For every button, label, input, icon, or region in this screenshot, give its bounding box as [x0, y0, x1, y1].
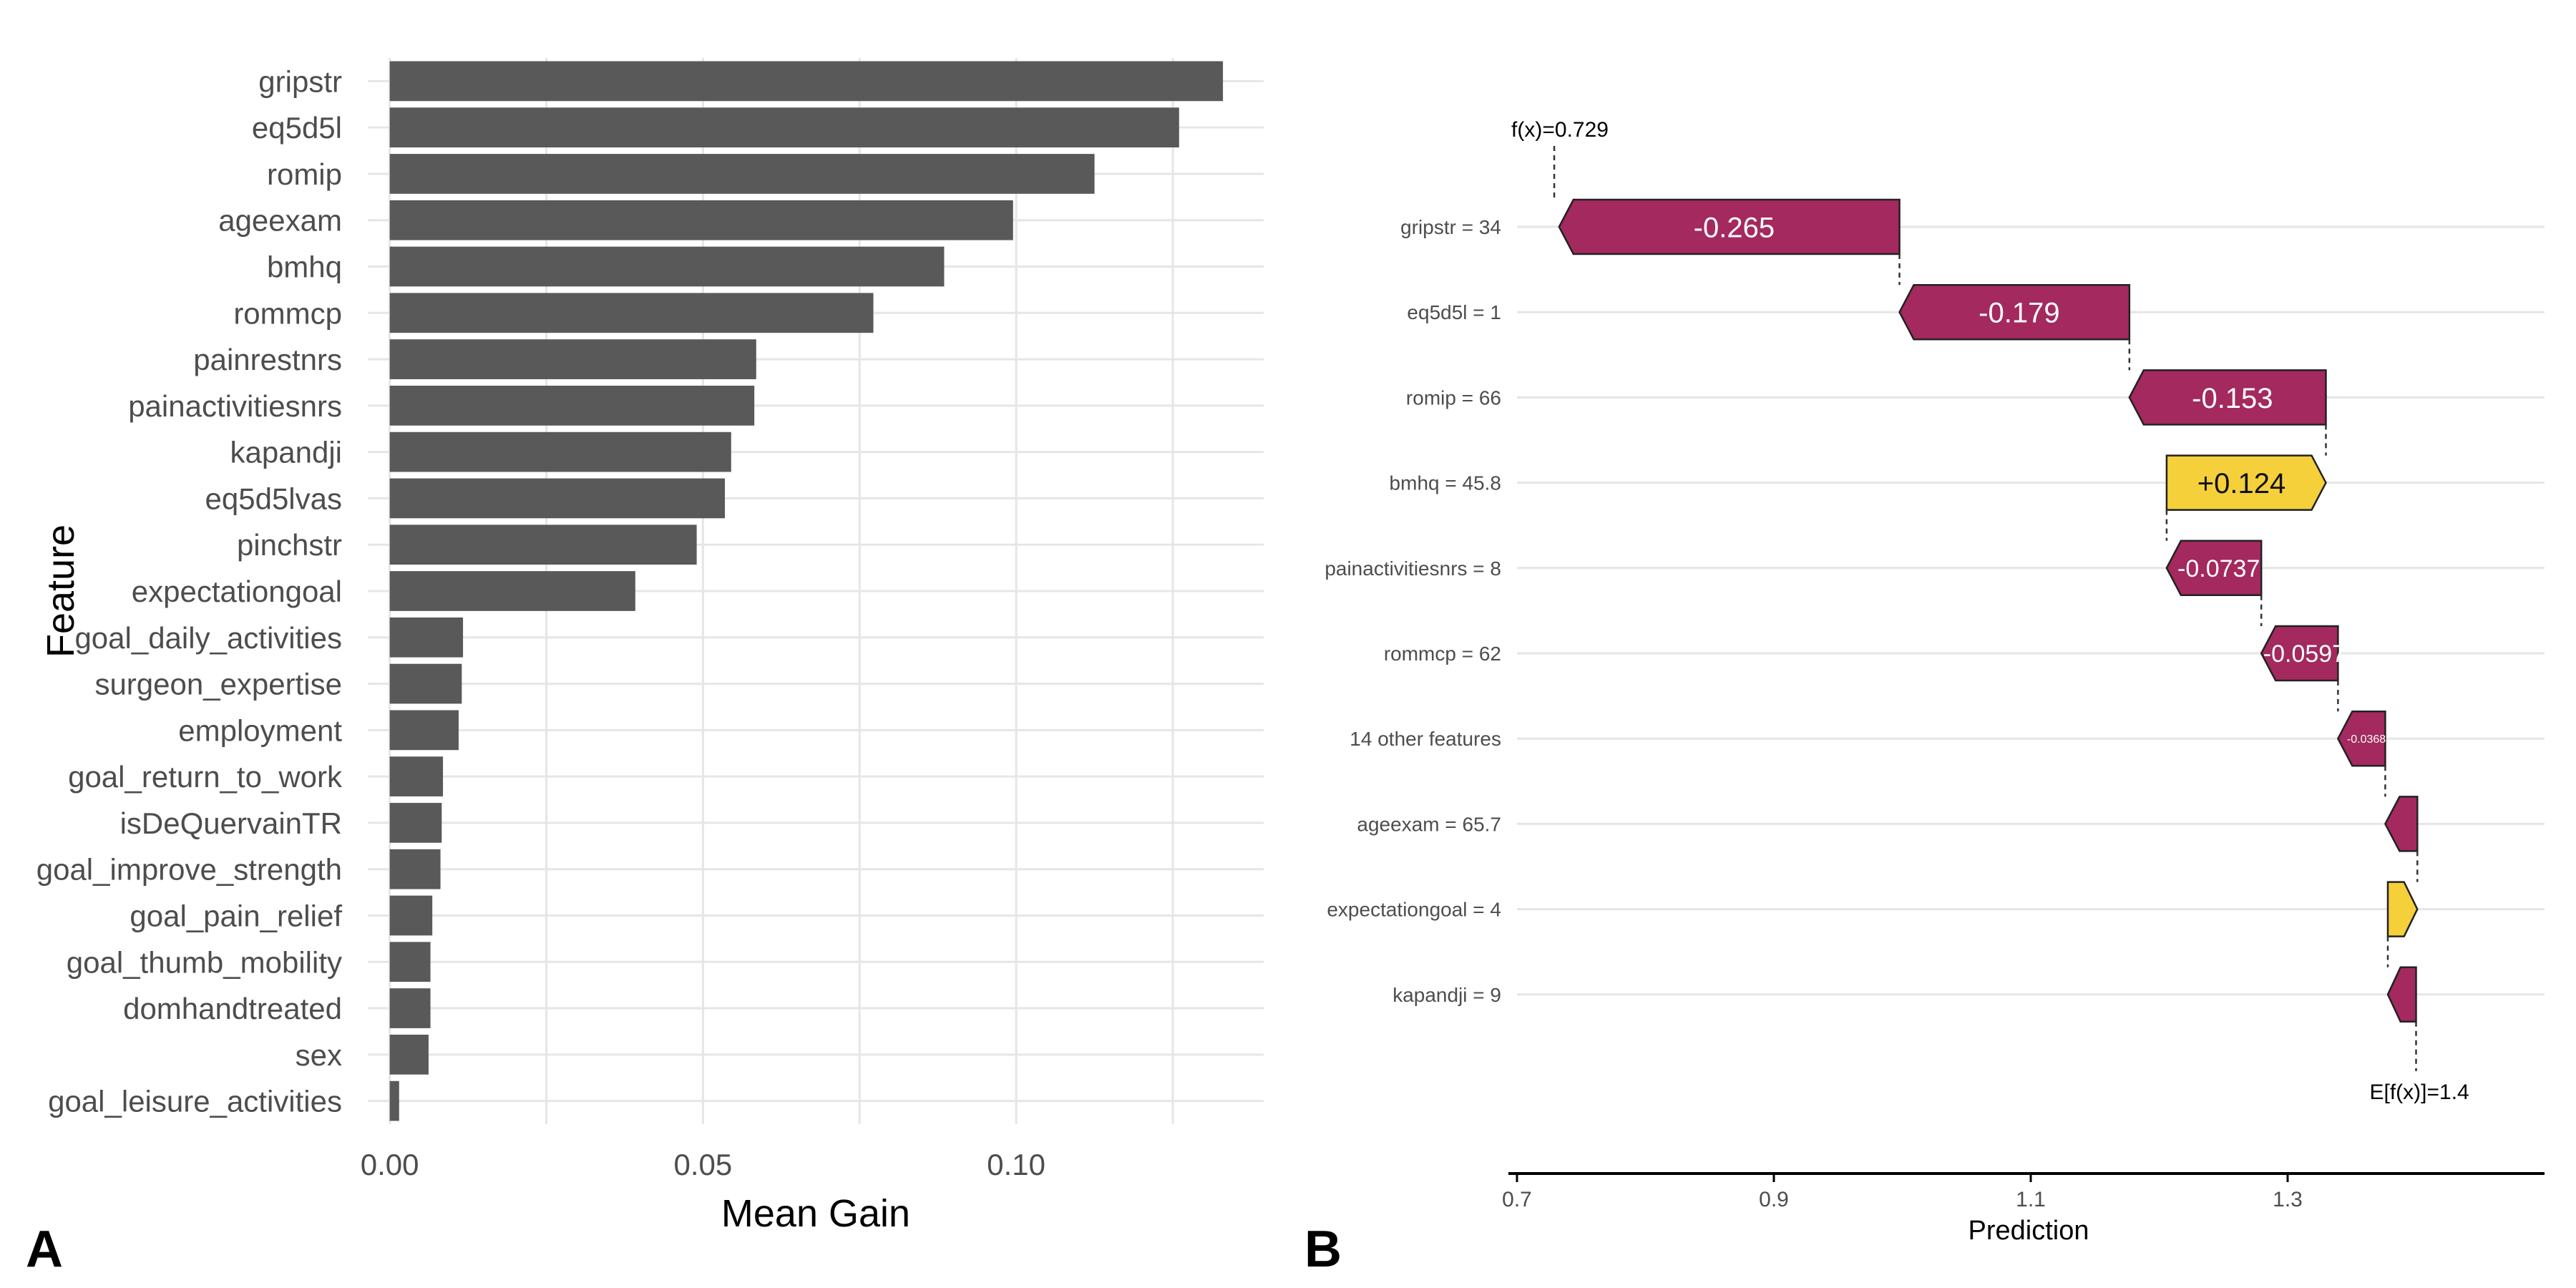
waterfall-bar [2165, 540, 2263, 597]
x-tick-label: 1.3 [2273, 1188, 2303, 1211]
bar-gripstr [389, 61, 1224, 102]
y-tick-label: eq5d5lvas [205, 482, 342, 515]
y-tick-label: pinchstr [237, 528, 342, 562]
bar-goal_improve_strength [389, 849, 441, 889]
y-tick-label: sex [296, 1038, 342, 1072]
y-tick-label: surgeon_expertise [94, 668, 342, 701]
bar-employment [389, 710, 459, 751]
waterfall-value-label: -0.153 [2192, 383, 2273, 414]
bar-eq5d5l [389, 107, 1179, 148]
y-tick-label: goal_daily_activities [74, 621, 342, 655]
efx-label: E[f(x)]=1.4 [2370, 1080, 2469, 1104]
waterfall-row-label: eq5d5l = 1 [1407, 301, 1501, 323]
y-tick-label: domhandtreated [123, 992, 342, 1025]
waterfall-value-label: -0.0737 [2177, 555, 2260, 582]
x-tick-label: 0.10 [987, 1148, 1045, 1181]
x-tick-label: 0.7 [1502, 1188, 1532, 1211]
waterfall-bar [1558, 198, 1901, 255]
waterfall-value-label: +0.124 [2197, 468, 2285, 499]
y-tick-label: eq5d5l [252, 111, 342, 145]
bar-bmhq [389, 246, 945, 287]
bar-goal_return_to_work [389, 756, 444, 796]
bar-ageexam [389, 200, 1013, 240]
waterfall-bar [2128, 369, 2327, 426]
waterfall-row-label: gripstr = 34 [1400, 216, 1501, 238]
fx-label: f(x)=0.729 [1511, 118, 1609, 142]
panel-b-waterfall: -0.265 gripstr = 34 -0.179 eq5d5l = 1 -0.153… [1324, 118, 2545, 1246]
waterfall-bar [1898, 283, 2131, 341]
bar-goal_leisure_activities [389, 1080, 399, 1121]
y-tick-label: goal_leisure_activities [48, 1085, 342, 1118]
waterfall-value-label: -0.179 [1979, 298, 2059, 329]
waterfall-bar [2165, 454, 2327, 511]
waterfall-value-label: -0.265 [1694, 212, 1775, 243]
y-tick-label: goal_return_to_work [68, 760, 343, 794]
waterfall-bar [2386, 966, 2417, 1023]
waterfall-row-label: expectationgoal = 4 [1327, 899, 1501, 921]
y-tick-label: expectationgoal [132, 575, 342, 608]
waterfall-bar [2260, 625, 2339, 682]
bar-romip [389, 154, 1095, 194]
y-tick-label: rommcp [233, 296, 342, 330]
bar-painrestnrs [389, 339, 756, 379]
x-tick-label: 0.9 [1759, 1188, 1789, 1211]
y-tick-label: goal_pain_relief [130, 899, 342, 932]
y-tick-label: ageexam [218, 204, 342, 238]
waterfall-row-label: romip = 66 [1406, 386, 1501, 409]
y-tick-label: gripstr [258, 64, 342, 98]
y-tick-label: painrestnrs [193, 343, 342, 376]
bar-kapandji [389, 431, 731, 472]
y-tick-label: painactivitiesnrs [128, 389, 342, 423]
y-tick-label: employment [178, 713, 342, 747]
x-axis-title: Prediction [1968, 1216, 2089, 1246]
waterfall-row-label: ageexam = 65.7 [1357, 813, 1501, 835]
y-tick-label: romip [267, 157, 342, 191]
y-tick-label: isDeQuervainTR [120, 806, 342, 840]
waterfall-bar [2386, 881, 2419, 937]
bar-goal_pain_relief [389, 895, 433, 936]
waterfall-row-label: painactivitiesnrs = 8 [1324, 557, 1501, 580]
y-tick-label: goal_thumb_mobility [67, 945, 342, 979]
y-tick-label: goal_improve_strength [36, 853, 342, 887]
waterfall-bar [2384, 796, 2419, 852]
bar-expectationgoal [389, 571, 635, 611]
bar-goal_thumb_mobility [389, 942, 431, 982]
x-tick-label: 0.00 [361, 1148, 419, 1181]
waterfall-value-label: -0.0368 [2347, 733, 2386, 746]
bar-painactivitiesnrs [389, 386, 755, 426]
y-tick-label: kapandji [230, 436, 342, 469]
waterfall-row-label: 14 other features [1350, 728, 1501, 750]
bar-rommcp [389, 293, 874, 333]
y-tick-label: bmhq [267, 250, 342, 284]
waterfall-row-label: kapandji = 9 [1392, 984, 1501, 1006]
x-tick-label: 0.05 [674, 1148, 733, 1181]
waterfall-row-label: rommcp = 62 [1384, 643, 1501, 665]
panel-a-letter: A [26, 1221, 63, 1278]
waterfall-bar [2336, 710, 2386, 767]
panel-b-letter: B [1304, 1221, 1342, 1278]
waterfall-value-label: -0.0597 [2263, 640, 2346, 668]
bar-domhandtreated [389, 988, 431, 1028]
bar-sex [389, 1034, 429, 1075]
bar-isDeQuervainTR [389, 803, 442, 843]
bar-eq5d5lvas [389, 478, 726, 519]
panel-a-feature-importance: gripstr eq5d5l romip ageexam bmhq rommcp painr… [36, 58, 1264, 1235]
bar-surgeon_expertise [389, 663, 462, 704]
bar-goal_daily_activities [389, 617, 464, 658]
x-tick-label: 1.1 [2016, 1188, 2046, 1211]
y-axis-title: Feature [39, 525, 82, 658]
bar-pinchstr [389, 525, 697, 565]
waterfall-row-label: bmhq = 45.8 [1390, 472, 1501, 494]
x-axis-title: Mean Gain [721, 1192, 910, 1235]
